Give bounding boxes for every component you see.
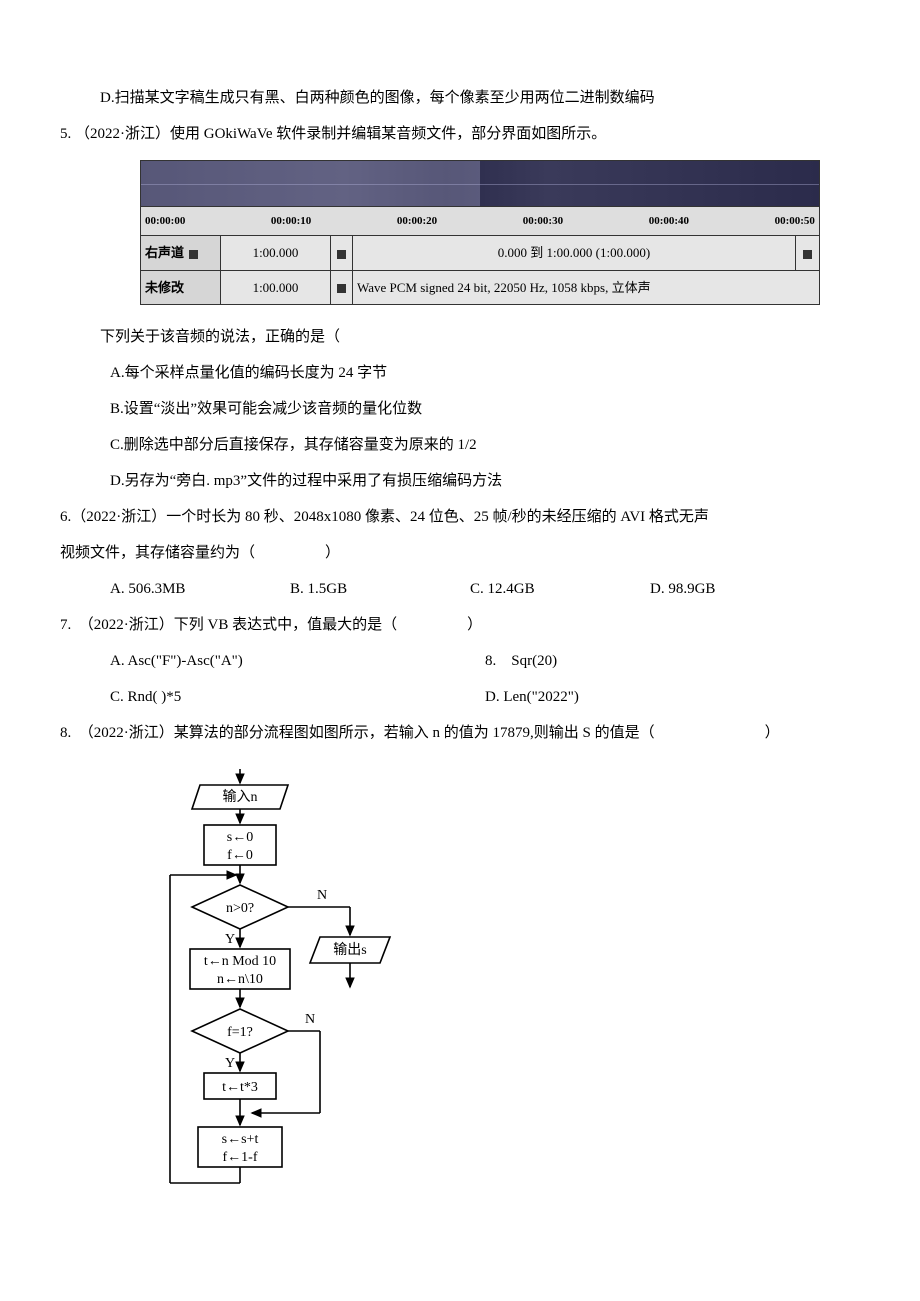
close-paren: ） [765,725,780,741]
flow-cond1: n>0? [226,901,254,916]
flow-input: 输入n [223,789,258,805]
tick: 00:00:40 [649,208,689,234]
marker-icon [803,250,812,259]
flow-init1: s←0 [227,830,253,845]
status-label: 未修改 [141,270,221,304]
waveform-display [141,161,820,207]
goldwave-panel: 00:00:00 00:00:10 00:00:20 00:00:30 00:0… [60,160,860,305]
flow-y2: Y [225,1056,235,1071]
tick: 00:00:30 [523,208,563,234]
q6-stem-line1: 6.（2022·浙江）一个时长为 80 秒、2048x1080 像素、24 位色… [60,499,860,535]
tick: 00:00:50 [775,208,815,234]
q8-flowchart: 输入n s←0 f←0 n>0? Y N 输出s t←n Mod 10 n←n\… [60,769,860,1199]
time-ruler: 00:00:00 00:00:10 00:00:20 00:00:30 00:0… [141,207,820,236]
q5-sub: 下列关于该音频的说法，正确的是（ [60,319,860,355]
q7-option-a: A. Asc("F")-Asc("A") [110,643,485,679]
q6-stem2-text: 视频文件，其存储容量约为（ [60,545,255,561]
q5-number: 5. [60,126,71,142]
flow-body2: n←n\10 [217,972,263,987]
tick: 00:00:10 [271,208,311,234]
q5-option-a: A.每个采样点量化值的编码长度为 24 字节 [60,355,860,391]
q8-stem: 8. （2022·浙江）某算法的部分流程图如图所示，若输入 n 的值为 1787… [60,715,860,751]
q7-options-row1: A. Asc("F")-Asc("A") 8. Sqr(20) [60,643,860,679]
flow-output: 输出s [333,942,366,958]
close-paren: ） [325,545,340,561]
tick: 00:00:20 [397,208,437,234]
q6-option-c: C. 12.4GB [470,571,650,607]
selection-cell: 0.000 到 1:00.000 (1:00.000) [353,236,796,270]
marker-icon [337,284,346,293]
q5-text: （2022·浙江）使用 GOkiWaVe 软件录制并编辑某音频文件，部分界面如图… [75,126,606,142]
q5-option-b: B.设置“淡出”效果可能会减少该音频的量化位数 [60,391,860,427]
marker-icon [337,250,346,259]
duration-cell: 1:00.000 [221,270,331,304]
flowchart-svg: 输入n s←0 f←0 n>0? Y N 输出s t←n Mod 10 n←n\… [160,769,460,1199]
q5-stem: 5. （2022·浙江）使用 GOkiWaVe 软件录制并编辑某音频文件，部分界… [60,116,860,152]
q6-stem-line2: 视频文件，其存储容量约为（ ） [60,535,860,571]
q7-stem-text: 7. （2022·浙江）下列 VB 表达式中，值最大的是（ [60,617,397,633]
q8-stem-text: 8. （2022·浙江）某算法的部分流程图如图所示，若输入 n 的值为 1787… [60,725,655,741]
flow-cond2: f=1? [227,1025,253,1040]
q6-options: A. 506.3MB B. 1.5GB C. 12.4GB D. 98.9GB [60,571,860,607]
q7-options-row2: C. Rnd( )*5 D. Len("2022") [60,679,860,715]
flow-n2: N [305,1012,315,1027]
channel-label: 右声道 [145,245,184,260]
q7-option-d: D. Len("2022") [485,679,860,715]
q6-option-b: B. 1.5GB [290,571,470,607]
flow-sum2: f←1-f [223,1150,258,1165]
q5-option-d: D.另存为“旁白. mp3”文件的过程中采用了有损压缩编码方法 [60,463,860,499]
q7-stem: 7. （2022·浙江）下列 VB 表达式中，值最大的是（ ） [60,607,860,643]
flow-sum1: s←s+t [222,1132,259,1147]
flow-body3: t←t*3 [222,1080,258,1095]
duration-cell: 1:00.000 [221,236,331,270]
flow-n1: N [317,888,327,903]
close-paren: ） [467,617,482,633]
q6-option-d: D. 98.9GB [650,571,830,607]
q4-option-d: D.扫描某文字稿生成只有黑、白两种颜色的图像，每个像素至少用两位二进制数编码 [60,80,860,116]
tick: 00:00:00 [145,208,185,234]
q6-option-a: A. 506.3MB [110,571,290,607]
marker-icon [189,250,198,259]
flow-y1: Y [225,932,235,947]
flow-body1: t←n Mod 10 [204,954,276,969]
flow-init2: f←0 [227,848,253,863]
q7-option-b: 8. Sqr(20) [485,643,860,679]
q5-option-c: C.删除选中部分后直接保存，其存储容量变为原来的 1/2 [60,427,860,463]
format-cell: Wave PCM signed 24 bit, 22050 Hz, 1058 k… [353,270,820,304]
goldwave-table: 00:00:00 00:00:10 00:00:20 00:00:30 00:0… [140,160,820,305]
q7-option-c: C. Rnd( )*5 [110,679,485,715]
